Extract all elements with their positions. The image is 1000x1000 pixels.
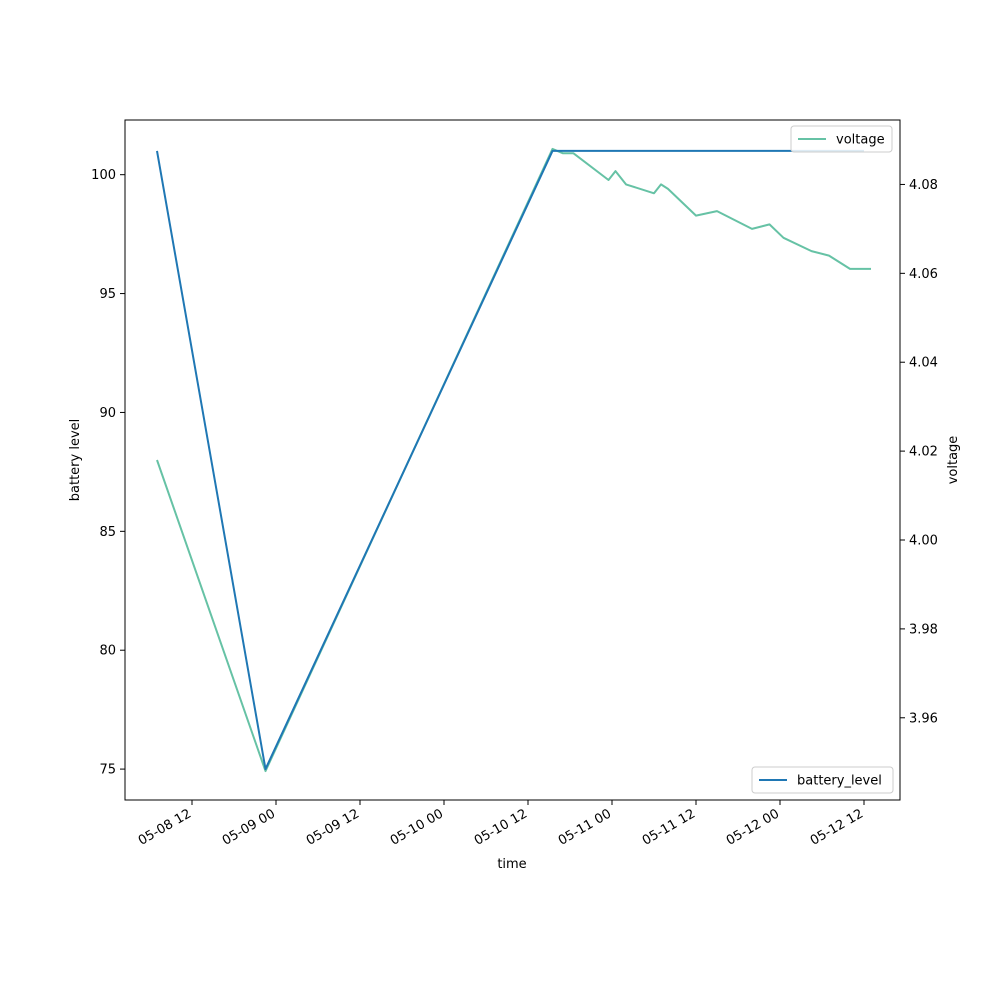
- y-axis-left: 75 80 85 90 95 100: [91, 168, 125, 778]
- y-left-tick-label: 75: [99, 763, 116, 778]
- series-line-voltage: [156, 147, 871, 773]
- legend-voltage-label: voltage: [836, 133, 885, 148]
- legend-battery-level-box: [751, 766, 894, 794]
- y-right-tick-label: 4.08: [909, 178, 938, 193]
- y-axis-right: 3.96 3.98 4.00 4.02 4.04 4.06 4.08: [900, 178, 938, 726]
- y-left-tick-label: 90: [99, 406, 116, 421]
- y-right-tick-label: 4.00: [909, 534, 938, 549]
- legend-voltage-box: [790, 125, 893, 153]
- y-axis-right-label: voltage: [946, 436, 961, 485]
- y-right-tick-label: 4.04: [909, 356, 938, 371]
- y-right-tick-label: 4.02: [909, 445, 938, 460]
- legend-voltage: voltage: [790, 125, 893, 153]
- y-right-tick-label: 4.06: [909, 267, 938, 282]
- plot-frame: [124, 119, 901, 801]
- y-right-tick-label: 3.98: [909, 622, 938, 637]
- y-left-tick-label: 85: [99, 525, 116, 540]
- legend-battery-level-label: battery_level: [797, 774, 882, 789]
- legend-battery-level: battery_level: [751, 766, 894, 794]
- y-left-tick-label: 80: [99, 644, 116, 659]
- y-right-tick-label: 3.96: [909, 711, 938, 726]
- y-left-tick-label: 100: [91, 168, 116, 183]
- y-left-tick-label: 95: [99, 287, 116, 302]
- series-layer: [156, 147, 871, 773]
- x-axis-label: time: [497, 857, 526, 872]
- y-axis-left-label: battery level: [68, 419, 83, 502]
- series-line-battery-level: [156, 149, 864, 771]
